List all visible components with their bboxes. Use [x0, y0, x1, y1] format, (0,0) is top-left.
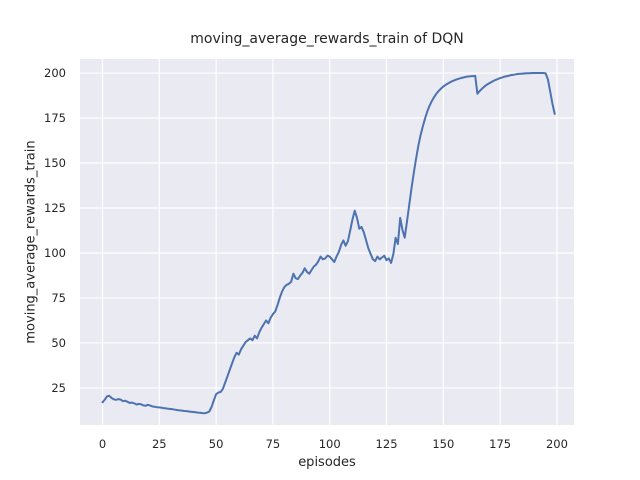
chart-title: moving_average_rewards_train of DQN: [190, 31, 464, 47]
x-tick-label: 75: [265, 437, 281, 451]
x-tick-label: 100: [318, 437, 341, 451]
x-tick-label: 50: [208, 437, 224, 451]
plot-area: [80, 59, 574, 425]
y-axis-label: moving_average_rewards_train: [23, 140, 39, 344]
y-tick-label: 50: [51, 335, 66, 350]
y-tick-label: 175: [44, 111, 66, 126]
y-tick-label: 150: [44, 156, 66, 170]
x-tick-label: 25: [151, 437, 167, 451]
y-tick-label: 200: [44, 66, 66, 81]
y-tick-label: 125: [44, 200, 66, 215]
x-tick-label: 200: [545, 437, 568, 451]
y-tick-label: 75: [51, 290, 66, 305]
x-tick-label: 125: [375, 437, 398, 451]
y-tick-label: 100: [44, 245, 66, 260]
y-tick-label: 25: [51, 380, 66, 395]
x-tick-label: 175: [489, 437, 512, 451]
x-tick-label: 0: [98, 437, 107, 451]
line-chart-svg: [80, 59, 574, 425]
x-tick-label: 150: [432, 437, 455, 451]
x-axis-label: episodes: [298, 455, 356, 470]
